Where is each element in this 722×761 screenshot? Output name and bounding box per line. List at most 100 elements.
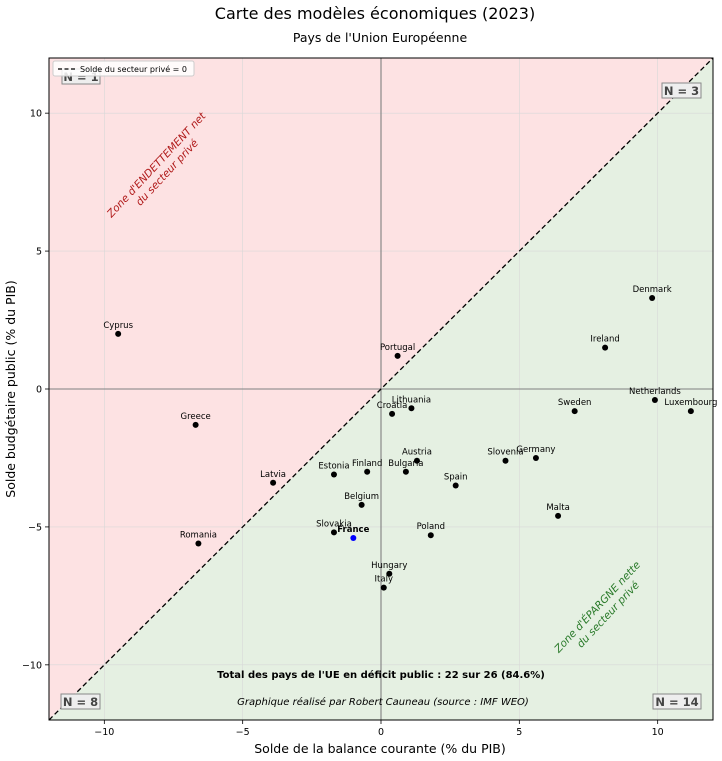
point-marker bbox=[195, 540, 202, 547]
point-label: Ireland bbox=[590, 335, 619, 345]
point-label: Germany bbox=[516, 445, 555, 455]
data-points: Cyprus Greece Latvia Romania Estonia Finland B… bbox=[103, 285, 717, 591]
x-tick-label: 0 bbox=[378, 727, 384, 738]
point-marker bbox=[358, 501, 365, 508]
point-poland: Poland bbox=[417, 522, 445, 539]
point-marker bbox=[555, 512, 562, 519]
point-slovakia: Slovakia bbox=[316, 519, 352, 536]
point-label: France bbox=[337, 525, 369, 535]
point-label: Finland bbox=[352, 459, 382, 469]
x-axis-ticks: −10 −5 0 5 10 bbox=[94, 720, 664, 738]
point-finland: Finland bbox=[352, 459, 382, 475]
point-label: Portugal bbox=[380, 343, 415, 353]
point-label: Croatia bbox=[377, 401, 408, 411]
point-denmark: Denmark bbox=[633, 285, 672, 301]
count-bottom-right: N = 14 bbox=[652, 693, 702, 710]
point-marker bbox=[532, 454, 539, 461]
point-spain: Spain bbox=[444, 473, 468, 489]
point-marker bbox=[651, 397, 658, 404]
point-marker bbox=[649, 294, 656, 301]
point-marker bbox=[408, 405, 415, 412]
point-marker bbox=[452, 482, 459, 489]
point-marker bbox=[394, 352, 401, 359]
point-lithuania: Lithuania bbox=[392, 395, 431, 412]
legend-label: Solde du secteur privé = 0 bbox=[80, 64, 187, 74]
point-marker bbox=[330, 529, 337, 536]
y-tick-label: −10 bbox=[22, 660, 42, 671]
count-bottom-left-box bbox=[60, 693, 101, 710]
point-croatia: Croatia bbox=[377, 401, 408, 417]
point-label: Greece bbox=[181, 412, 211, 422]
point-hungary: Hungary bbox=[371, 561, 407, 577]
point-ireland: Ireland bbox=[590, 335, 620, 351]
x-tick-label: 10 bbox=[652, 727, 664, 738]
point-label: Italy bbox=[375, 575, 393, 585]
point-label: Luxembourg bbox=[664, 398, 717, 408]
point-label: Denmark bbox=[633, 285, 672, 295]
point-label: Poland bbox=[417, 522, 445, 532]
point-malta: Malta bbox=[546, 503, 570, 519]
point-marker bbox=[427, 532, 434, 539]
count-bottom-left: N = 8 bbox=[60, 693, 101, 710]
point-marker bbox=[364, 468, 371, 475]
point-germany: Germany bbox=[516, 445, 555, 461]
credit-note: Graphique réalisé par Robert Cauneau (so… bbox=[237, 696, 529, 708]
point-netherlands: Netherlands bbox=[629, 387, 681, 404]
point-marker bbox=[389, 410, 396, 417]
point-label: Austria bbox=[402, 448, 432, 458]
point-label: Estonia bbox=[318, 462, 349, 472]
point-label: Romania bbox=[180, 530, 217, 540]
point-marker bbox=[115, 330, 122, 337]
point-label: Hungary bbox=[371, 561, 407, 571]
point-label: Slovenia bbox=[487, 448, 523, 458]
point-marker bbox=[402, 468, 409, 475]
point-cyprus: Cyprus bbox=[103, 321, 134, 337]
x-tick-label: 5 bbox=[516, 727, 522, 738]
x-axis-label: Solde de la balance courante (% du PIB) bbox=[254, 741, 506, 756]
count-bottom-left-text: N = 8 bbox=[63, 695, 98, 709]
point-marker bbox=[270, 479, 277, 486]
private-sector-zero-line bbox=[49, 58, 713, 720]
point-marker bbox=[380, 584, 387, 591]
point-marker bbox=[602, 344, 609, 351]
point-marker bbox=[386, 570, 393, 577]
x-tick-label: −5 bbox=[236, 727, 250, 738]
point-greece: Greece bbox=[181, 412, 211, 428]
point-marker bbox=[502, 457, 509, 464]
point-france: France bbox=[337, 525, 370, 541]
point-bulgaria: Bulgaria bbox=[388, 459, 424, 475]
point-portugal: Portugal bbox=[380, 343, 415, 359]
point-austria: Austria bbox=[402, 448, 432, 464]
count-top-right-box bbox=[661, 82, 702, 99]
count-bottom-right-box bbox=[652, 693, 702, 710]
point-luxembourg: Luxembourg bbox=[664, 398, 717, 415]
point-slovenia: Slovenia bbox=[487, 448, 524, 464]
y-tick-label: −5 bbox=[28, 522, 42, 533]
point-label: Slovakia bbox=[316, 519, 352, 529]
point-marker bbox=[330, 471, 337, 478]
y-axis-label: Solde budgétaire public (% du PIB) bbox=[3, 280, 18, 497]
point-latvia: Latvia bbox=[260, 470, 286, 486]
point-label: Spain bbox=[444, 473, 468, 483]
point-label: Netherlands bbox=[629, 387, 681, 397]
count-top-right-text: N = 3 bbox=[664, 84, 699, 98]
point-label: Bulgaria bbox=[388, 459, 423, 469]
point-italy: Italy bbox=[375, 575, 393, 591]
point-label: Latvia bbox=[260, 470, 286, 480]
x-tick-label: −10 bbox=[94, 727, 114, 738]
chart-subtitle: Pays de l'Union Européenne bbox=[293, 30, 468, 45]
count-top-right: N = 3 bbox=[661, 82, 702, 99]
point-belgium: Belgium bbox=[344, 492, 379, 508]
point-marker bbox=[687, 408, 694, 415]
point-sweden: Sweden bbox=[558, 398, 591, 415]
total-deficit-note: Total des pays de l'UE en déficit public… bbox=[217, 669, 545, 681]
point-marker bbox=[413, 457, 420, 464]
point-label: Belgium bbox=[344, 492, 379, 502]
point-label: Malta bbox=[546, 503, 569, 513]
point-marker bbox=[571, 408, 578, 415]
y-tick-label: 5 bbox=[36, 247, 42, 258]
point-label: Lithuania bbox=[392, 395, 431, 405]
chart-title: Carte des modèles économiques (2023) bbox=[215, 4, 535, 23]
point-romania: Romania bbox=[180, 530, 217, 547]
